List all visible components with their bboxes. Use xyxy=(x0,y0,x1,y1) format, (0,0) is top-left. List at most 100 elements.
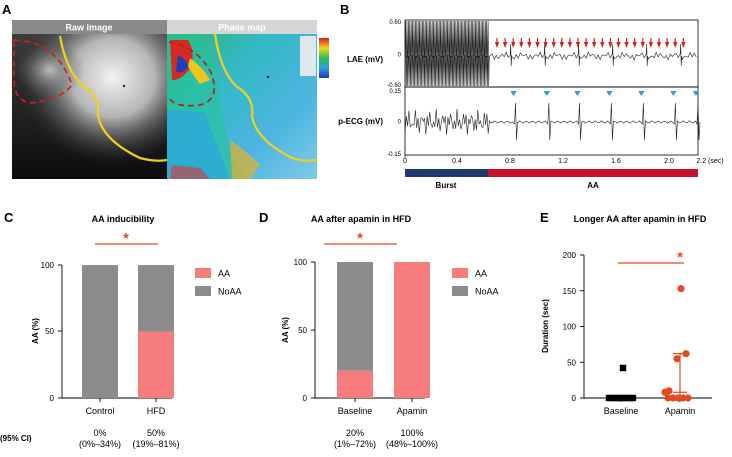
chart-c-bars xyxy=(82,265,174,398)
chart-d-legend: AA NoAA xyxy=(452,268,499,297)
legend-c-aa-swatch xyxy=(195,268,211,278)
chart-e-apamin-point xyxy=(673,355,681,363)
time-tick-1.6: 1.6 xyxy=(611,158,621,165)
chart-c-ytick-0: 0 xyxy=(50,394,55,403)
ecg-r-wave-triangle xyxy=(574,91,581,96)
chart-e-apamin-point xyxy=(677,285,685,293)
chart-e-ytick-50: 50 xyxy=(567,358,576,367)
chart-e-apamin-point xyxy=(664,394,672,402)
panel-label-a: A xyxy=(2,2,12,17)
ecg-label: p-ECG (mV) xyxy=(338,117,383,126)
lae-arrow xyxy=(527,42,532,48)
chart-e-ytick-0: 0 xyxy=(572,394,577,403)
legend-d-aa-label: AA xyxy=(475,269,487,279)
chart-c-ytick-100: 100 xyxy=(41,261,55,270)
raw-contour-line xyxy=(58,35,168,162)
raw-image xyxy=(12,34,168,179)
lae-arrow xyxy=(551,42,556,48)
time-tick-2.2: 2.2 (sec) xyxy=(696,158,723,165)
ci-header: (95% CI) xyxy=(0,434,32,443)
ecg-r-wave-triangle xyxy=(692,91,700,96)
aa-bar xyxy=(488,169,698,177)
raw-roi-dashed-outline xyxy=(13,39,73,104)
chart-d-ci-baseline-range: (1%–72%) xyxy=(334,439,376,449)
time-axis: 0 0.4 0.8 1.2 1.6 2.0 2.2 (sec) xyxy=(403,155,724,165)
panel-label-d: D xyxy=(259,210,268,225)
chart-d-ci-apamin-value: 100% xyxy=(400,428,423,438)
chart-d-bars xyxy=(337,262,430,398)
chart-c-xtick-hfd: HFD xyxy=(147,406,166,416)
chart-d-ytick-0: 0 xyxy=(303,394,308,403)
lae-arrow xyxy=(592,42,597,48)
lae-arrow xyxy=(535,42,540,48)
chart-d-ylabel: AA (%) xyxy=(281,317,290,343)
panel-label-b: B xyxy=(340,2,349,17)
lae-arrow xyxy=(664,42,670,48)
lae-arrow xyxy=(632,42,637,48)
lae-arrow xyxy=(559,42,564,48)
chart-e-title: Longer AA after apamin in HFD xyxy=(574,214,707,224)
chart-d-xtick-apamin: Apamin xyxy=(397,406,428,416)
trace-box-lae: LAE (mV) 0.60 0 -0.60 xyxy=(347,19,699,89)
lae-arrow xyxy=(648,42,654,48)
chart-d-bar-aa-baseline xyxy=(337,370,373,398)
chart-c-bar-noaa-control xyxy=(82,265,118,398)
time-tick-0.4: 0.4 xyxy=(452,158,462,165)
lae-arrow xyxy=(624,42,629,48)
lae-arrow xyxy=(608,42,613,48)
chart-d-bar-noaa-baseline xyxy=(337,262,373,371)
time-tick-2.0: 2.0 xyxy=(664,158,674,165)
lae-tick-bottom: -0.60 xyxy=(387,83,401,89)
chart-c-ci-hfd-value: 50% xyxy=(147,428,165,438)
chart-e-xtick-baseline: Baseline xyxy=(604,406,639,416)
lae-arrow xyxy=(567,42,573,48)
chart-c-bar-noaa-hfd xyxy=(138,265,174,332)
lae-arrow xyxy=(575,42,581,48)
raw-image-title: Raw image xyxy=(65,23,112,33)
legend-d-aa-swatch xyxy=(452,268,468,278)
phase-roi-dashed-outline xyxy=(168,41,216,107)
chart-c-ci-hfd-range: (19%–81%) xyxy=(132,439,179,449)
lae-tick-mid: 0 xyxy=(398,53,402,59)
chart-d-ci-baseline-value: 20% xyxy=(346,428,364,438)
chart-e-ytick-100: 100 xyxy=(563,323,577,332)
chart-e-apamin-point xyxy=(665,387,673,395)
chart-d-sig-star: * xyxy=(357,230,363,247)
phase-contour-line xyxy=(213,33,318,162)
ecg-tick-top: 0.15 xyxy=(389,89,401,95)
chart-c-xtick-control: Control xyxy=(85,406,114,416)
phase-colorbar xyxy=(319,38,329,78)
time-tick-0: 0 xyxy=(403,158,407,165)
chart-c-bar-aa-hfd xyxy=(138,331,174,398)
lae-arrow xyxy=(519,42,524,48)
ecg-tick-mid: 0 xyxy=(398,120,402,126)
panel-label-e: E xyxy=(540,210,549,225)
chart-c-legend: AA NoAA xyxy=(195,268,242,297)
lae-arrow xyxy=(640,42,645,48)
burst-label: Burst xyxy=(436,181,457,190)
chart-e-apamin-point xyxy=(669,394,677,402)
chart-e-ylabel: Duration (sec) xyxy=(541,299,550,353)
chart-e-apamin-point xyxy=(684,394,692,402)
legend-c-noaa-label: NoAA xyxy=(218,287,242,297)
legend-c-aa-label: AA xyxy=(218,269,230,279)
ecg-r-wave-triangle xyxy=(638,91,645,96)
lae-arrow xyxy=(583,42,589,48)
ecg-r-wave-triangle xyxy=(606,91,613,96)
chart-e-ytick-150: 150 xyxy=(563,287,577,296)
chart-d-title: AA after apamin in HFD xyxy=(311,214,412,224)
chart-d-xtick-baseline: Baseline xyxy=(338,406,373,416)
panel-label-c: C xyxy=(4,210,14,225)
lae-arrow xyxy=(616,42,621,48)
ecg-trace xyxy=(404,102,701,141)
burst-bar xyxy=(405,169,488,177)
ecg-r-wave-triangle xyxy=(510,91,517,96)
trace-box-ecg: p-ECG (mV) 0.15 0 -0.15 xyxy=(338,86,701,158)
legend-d-noaa-swatch xyxy=(452,286,468,296)
aa-label: AA xyxy=(587,181,599,190)
phase-map-title: Phase map xyxy=(218,23,266,33)
raw-image-header xyxy=(12,20,167,34)
chart-d-ytick-100: 100 xyxy=(294,258,308,267)
ecg-tick-bottom: -0.15 xyxy=(387,152,401,158)
